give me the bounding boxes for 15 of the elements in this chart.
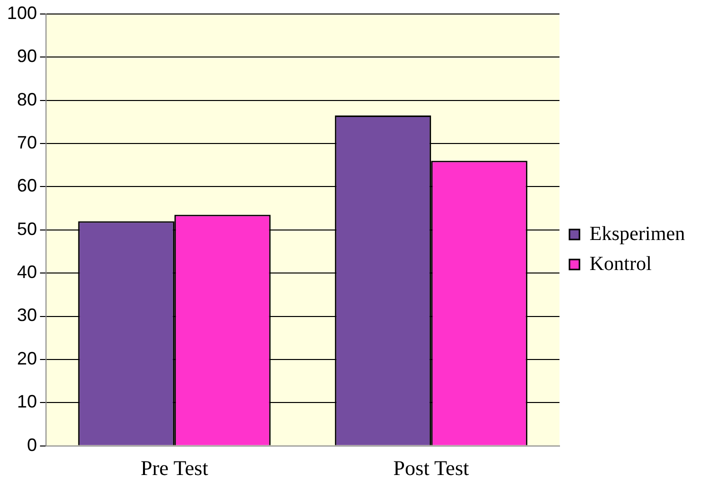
- y-tick-label: 70: [17, 132, 38, 153]
- y-tick-label: 10: [17, 392, 38, 412]
- legend-label: Eksperimen: [589, 222, 686, 245]
- legend-label: Kontrol: [589, 252, 652, 275]
- y-tick-label: 60: [17, 176, 38, 196]
- y-tick-label: 20: [17, 348, 38, 368]
- y-tick-label: 40: [17, 262, 38, 282]
- y-tick-label: 90: [17, 46, 38, 66]
- y-tick-label: 80: [17, 89, 38, 110]
- y-tick-label: 0: [27, 434, 38, 455]
- x-tick-label: Pre Test: [140, 456, 208, 480]
- x-tick-label: Post Test: [393, 456, 470, 480]
- y-tick-label: 100: [6, 2, 38, 23]
- y-tick-label: 50: [17, 218, 38, 239]
- y-tick-label: 30: [17, 305, 38, 326]
